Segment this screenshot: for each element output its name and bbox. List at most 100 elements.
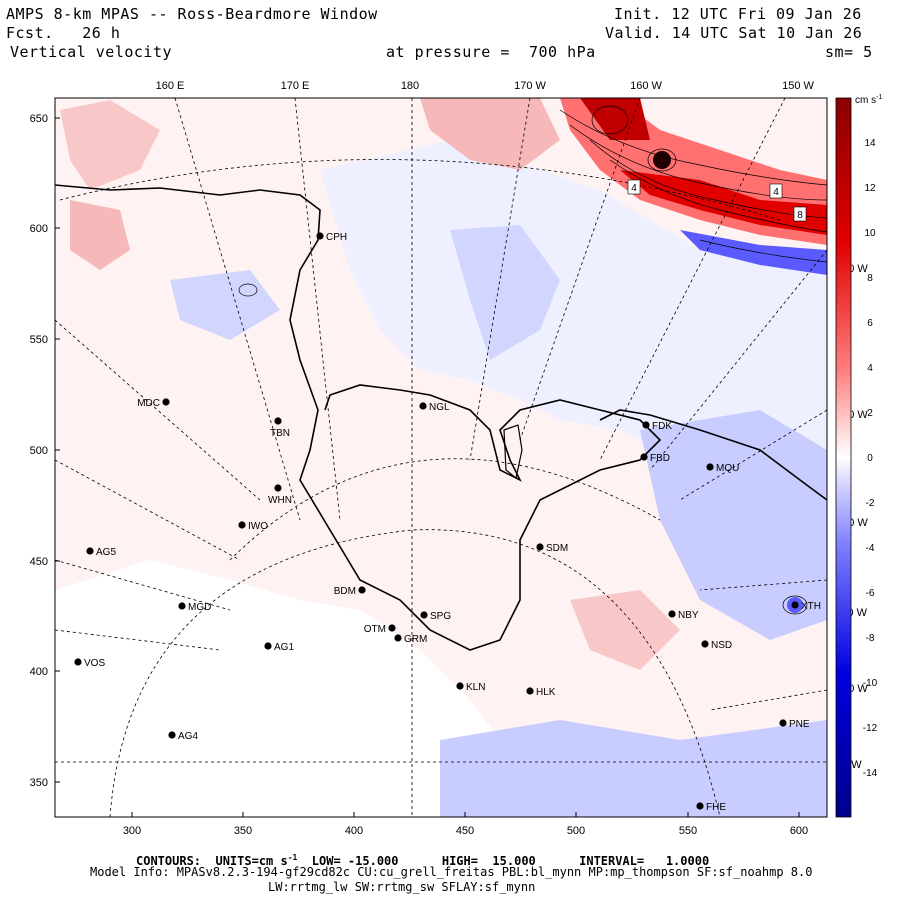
x-tick-label: 400 <box>345 825 363 837</box>
colorbar-labels: 14 12 10 8 6 4 2 0 -2 -4 -6 -8 -10 -12 -14 <box>863 138 878 779</box>
graticule <box>55 98 827 817</box>
longitude-labels-top: 160 E 170 E 180 170 W 160 W 150 W <box>156 80 815 92</box>
station-marker <box>168 731 176 739</box>
station-marker <box>701 640 709 648</box>
negative-region-wc <box>170 270 280 340</box>
station-xth: XTH <box>791 601 821 612</box>
colorbar-gradient <box>835 97 852 818</box>
island-coast <box>503 424 523 480</box>
strong-positive-core <box>620 170 827 235</box>
station-ngl: NGL <box>419 402 450 413</box>
y-axis: 650 600 550 500 450 400 350 <box>30 113 60 789</box>
station-label: SPG <box>430 611 451 622</box>
station-label: KLN <box>466 682 485 693</box>
station-marker <box>791 601 799 609</box>
station-marker <box>316 232 324 240</box>
station-marker <box>526 687 534 695</box>
station-vos: VOS <box>74 658 105 669</box>
station-spg: SPG <box>420 611 451 622</box>
colorbar-label: 2 <box>867 408 873 419</box>
station-hlk: HLK <box>526 687 556 698</box>
station-label: TBN <box>270 428 290 439</box>
station-marker <box>388 624 396 632</box>
station-nby: NBY <box>668 610 699 621</box>
colorbar-label: 4 <box>867 363 873 374</box>
station-label: HLK <box>536 687 556 698</box>
contour-label: 4 <box>627 179 641 195</box>
station-label: MGD <box>188 602 211 613</box>
map-title: AMPS 8-km MPAS -- Ross-Beardmore Window <box>6 5 378 23</box>
x-tick-label: 600 <box>790 825 808 837</box>
station-label: FDK <box>652 421 672 432</box>
station-marker <box>642 421 650 429</box>
coastline-east <box>599 409 827 501</box>
forecast-label: Fcst. <box>6 24 54 42</box>
strong-positive-nw-cell <box>580 98 650 140</box>
valid-time: 14 UTC Sat 10 Jan 26 <box>671 24 863 42</box>
colorbar-label: 8 <box>867 273 873 284</box>
init-line: Init. 12 UTC Fri 09 Jan 26 <box>614 6 862 22</box>
y-tick-label: 600 <box>30 223 48 235</box>
init-time: 12 UTC Fri 09 Jan 26 <box>671 5 862 23</box>
station-otm: OTM <box>364 624 396 635</box>
station-cph: CPH <box>316 232 347 243</box>
contour-label: 4 <box>769 183 783 199</box>
station-grm: GRM <box>394 634 427 645</box>
station-marker <box>86 547 94 555</box>
svg-text:8: 8 <box>797 210 803 221</box>
station-label: NSD <box>711 640 732 651</box>
forecast-hours: 26 h <box>82 24 121 42</box>
longitude-label-top: 160 W <box>630 80 662 92</box>
longitude-label-top: 170 E <box>281 80 310 92</box>
station-label: PNE <box>789 719 810 730</box>
svg-text:4: 4 <box>773 187 779 198</box>
positive-region-w <box>70 200 130 270</box>
station-marker <box>394 634 402 642</box>
smoothing-label: sm= 5 <box>825 43 873 61</box>
longitude-label-top: 150 W <box>782 80 814 92</box>
x-tick-label: 500 <box>567 825 585 837</box>
station-marker <box>706 463 714 471</box>
station-fdk: FDK <box>642 421 672 432</box>
station-label: AG5 <box>96 547 116 558</box>
y-tick-label: 350 <box>30 777 48 789</box>
positive-region-nw <box>60 100 160 190</box>
colorbar-label: -8 <box>866 633 875 644</box>
forecast-line: Fcst. 26 h <box>6 25 120 41</box>
station-label: FBD <box>650 453 670 464</box>
positive-region-ne <box>420 98 560 170</box>
level-value: 700 hPa <box>528 43 596 61</box>
negative-region-mid <box>450 225 560 360</box>
stations: CPH MDC NGL TBN WHN IWO AG5 MGD BDM OTM SPG GRM AG1 V… <box>74 232 821 813</box>
station-label: SDM <box>546 543 568 554</box>
colorbar-label: -12 <box>863 723 878 734</box>
station-ag5: AG5 <box>86 547 116 558</box>
station-ag1: AG1 <box>264 642 294 653</box>
station-kln: KLN <box>456 682 485 693</box>
x-tick-label: 450 <box>456 825 474 837</box>
y-tick-label: 400 <box>30 666 48 678</box>
colorbar-label: 10 <box>864 228 876 239</box>
dark-core <box>653 151 671 169</box>
station-marker <box>536 543 544 551</box>
contour-labels: 4 4 8 <box>627 179 807 222</box>
station-label: VOS <box>84 658 105 669</box>
station-marker <box>779 719 787 727</box>
colorbar-label: -10 <box>863 678 878 689</box>
valid-line: Valid. 14 UTC Sat 10 Jan 26 <box>605 25 862 41</box>
station-pne: PNE <box>779 719 810 730</box>
x-tick-label: 550 <box>679 825 697 837</box>
station-marker <box>178 602 186 610</box>
longitude-label-top: 180 <box>401 80 419 92</box>
level-line: at pressure = 700 hPa <box>386 44 596 60</box>
station-marker <box>274 484 282 492</box>
colorbar-label: 6 <box>867 318 873 329</box>
init-label: Init. <box>614 5 662 23</box>
station-label: WHN <box>268 495 292 506</box>
station-label: MQU <box>716 463 739 474</box>
station-label: BDM <box>334 586 356 597</box>
station-bdm: BDM <box>334 586 366 597</box>
contour-label: 8 <box>793 206 807 222</box>
negative-region-s <box>440 720 827 817</box>
station-label: XTH <box>801 601 821 612</box>
